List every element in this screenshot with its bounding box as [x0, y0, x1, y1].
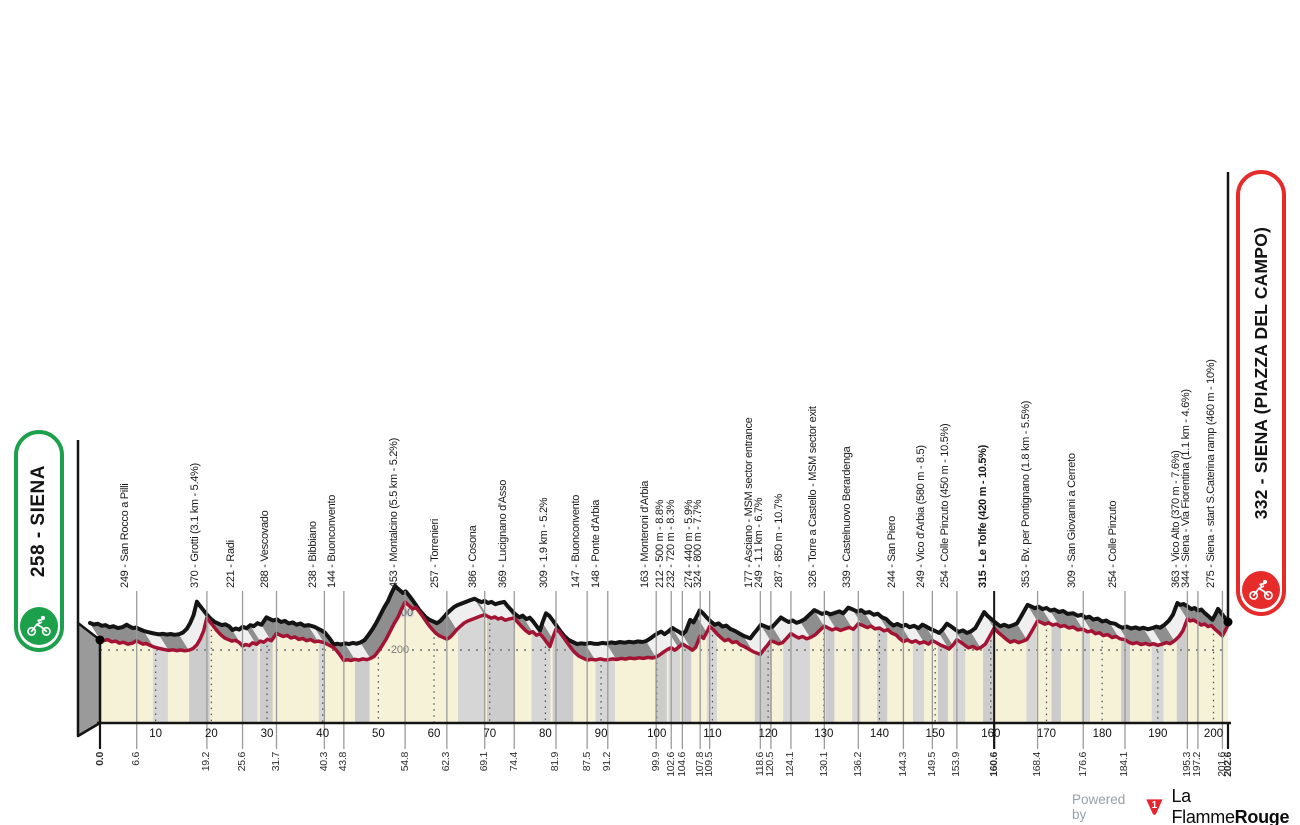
- gravel-sector-band: [852, 601, 861, 723]
- axis-tick-label: 80: [539, 728, 552, 740]
- axis-tick-label: 120: [759, 728, 778, 740]
- gravel-sector-band: [937, 601, 948, 723]
- axis-tick-label: 110: [703, 728, 721, 740]
- finish-dot: [1223, 617, 1233, 627]
- axis-tick-label: 150: [926, 728, 945, 740]
- axis-tick-label: 10: [149, 728, 162, 740]
- axis-tick-label: 180: [1093, 728, 1112, 740]
- powered-by-text: Powered by: [1072, 792, 1126, 822]
- finish-badge-label: 332 - SIENA (PIAZZA DEL CAMPO): [1250, 226, 1271, 520]
- gravel-sector-band: [1081, 601, 1090, 723]
- gravel-sector-band: [655, 601, 667, 723]
- axis-tick-label: 130: [814, 728, 833, 740]
- gravel-sector-band: [1051, 601, 1061, 723]
- gravel-sector-band: [1151, 601, 1164, 723]
- brand-wordmark: La FlammeRouge: [1171, 786, 1300, 825]
- axis-tick-label: 190: [1148, 728, 1167, 740]
- axis-tick-label: 90: [595, 728, 608, 740]
- gravel-sector-band: [912, 601, 925, 723]
- finish-badge: 332 - SIENA (PIAZZA DEL CAMPO): [1236, 170, 1286, 616]
- start-badge-label: 258 - SIENA: [28, 464, 49, 578]
- start-wall: [76, 621, 102, 738]
- gravel-sector-band: [318, 601, 324, 723]
- gravel-sector-band: [706, 601, 717, 723]
- gravel-sector-band: [983, 601, 995, 723]
- cyclist-icon: [1242, 571, 1280, 609]
- axis-tick-label: 140: [870, 728, 889, 740]
- gravel-sector-band: [1176, 601, 1187, 723]
- gravel-sector-band: [1026, 601, 1037, 723]
- gridline-label-200: 200: [391, 644, 409, 656]
- gravel-sector-band: [668, 601, 681, 723]
- axis-tick-label: 20: [205, 728, 218, 740]
- la-flamme-rouge-logo-icon: 1: [1145, 798, 1163, 815]
- gravel-sector-band: [877, 601, 888, 723]
- profile-outline: [88, 583, 1230, 647]
- axis-tick-label: 70: [483, 728, 496, 740]
- brand-bold: Rouge: [1234, 807, 1290, 825]
- axis-tick-label: 60: [428, 728, 441, 740]
- gravel-sector-band: [825, 601, 835, 723]
- logo-number: 1: [1151, 799, 1157, 810]
- gravel-sector-band: [682, 601, 692, 723]
- axis-tick-label: 30: [261, 728, 274, 740]
- axis-tick-label: 170: [1037, 728, 1056, 740]
- start-dot: [95, 635, 105, 645]
- axis-tick-label: 40: [316, 728, 329, 740]
- gravel-sector-band: [486, 601, 515, 723]
- cyclist-icon-glyph: [1249, 579, 1273, 600]
- brand-regular: La Flamme: [1171, 786, 1235, 825]
- axis-tick-label: 160: [981, 728, 1000, 740]
- axis-tick-label: 100: [647, 728, 666, 740]
- cyclist-icon: [20, 607, 58, 645]
- axis-tick-label: 50: [372, 728, 385, 740]
- start-badge: 258 - SIENA: [14, 430, 64, 652]
- footer: Powered by 1 La FlammeRouge: [1072, 786, 1300, 825]
- axis-tick-label: 200: [1204, 728, 1223, 740]
- cyclist-icon-glyph: [27, 615, 51, 636]
